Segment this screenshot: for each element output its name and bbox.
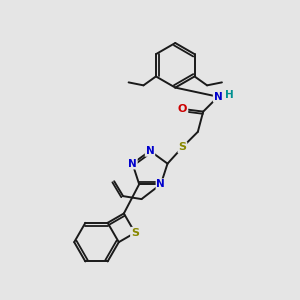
- Text: N: N: [128, 159, 137, 169]
- Text: O: O: [178, 103, 188, 114]
- Text: N: N: [214, 92, 222, 102]
- Text: N: N: [146, 146, 154, 156]
- Text: S: S: [131, 228, 139, 238]
- Text: S: S: [178, 142, 186, 152]
- Text: H: H: [225, 90, 234, 100]
- Text: N: N: [157, 179, 165, 189]
